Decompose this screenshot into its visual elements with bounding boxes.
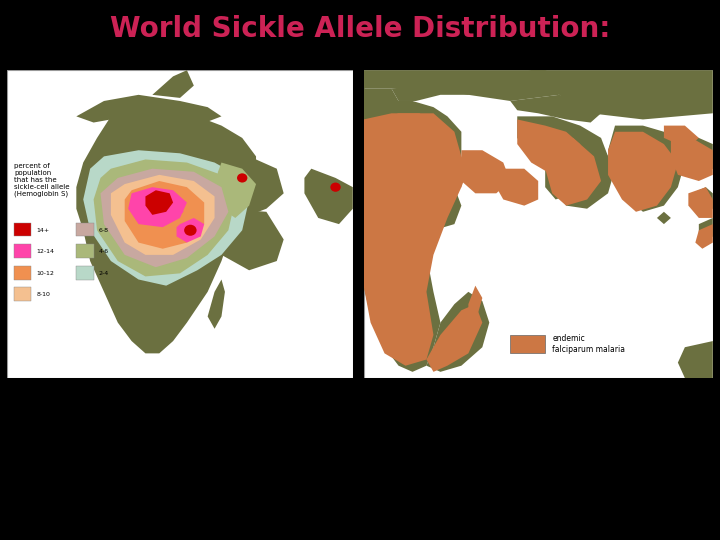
Text: •With migration the allele has spread around the world.: •With migration the allele has spread ar…: [11, 504, 535, 523]
Text: accounting for its high frequency in these regions.: accounting for its high frequency in the…: [11, 478, 483, 497]
Text: 4-6: 4-6: [99, 249, 109, 254]
Polygon shape: [153, 70, 194, 98]
Polygon shape: [496, 168, 539, 206]
Polygon shape: [510, 95, 601, 123]
Bar: [14, 244, 32, 258]
Polygon shape: [364, 101, 462, 372]
Polygon shape: [207, 157, 284, 218]
Text: 8-10: 8-10: [37, 292, 50, 298]
Polygon shape: [545, 126, 615, 209]
Polygon shape: [671, 132, 713, 181]
Circle shape: [330, 183, 341, 192]
Polygon shape: [608, 126, 685, 212]
Polygon shape: [364, 70, 713, 119]
Text: 6-8: 6-8: [99, 228, 109, 233]
Text: percent of
population
that has the
sickle-cell allele
(Hemoglobin S): percent of population that has the sickl…: [14, 163, 70, 197]
Polygon shape: [517, 117, 608, 175]
Bar: [14, 287, 32, 301]
Polygon shape: [469, 292, 479, 329]
Text: 12-14: 12-14: [37, 249, 55, 254]
Polygon shape: [469, 286, 482, 329]
Polygon shape: [699, 218, 713, 242]
Polygon shape: [426, 304, 482, 372]
Polygon shape: [426, 292, 490, 372]
Polygon shape: [678, 341, 713, 378]
Text: distribution of malaria.: distribution of malaria.: [11, 417, 256, 436]
Bar: [76, 244, 94, 258]
Text: •The sickle allele survives well in malaria regions: •The sickle allele survives well in mala…: [11, 449, 474, 468]
Bar: [14, 266, 32, 280]
Polygon shape: [678, 138, 713, 178]
Text: 14+: 14+: [37, 228, 50, 233]
Polygon shape: [111, 175, 215, 255]
Polygon shape: [101, 168, 228, 267]
Polygon shape: [176, 218, 204, 242]
Polygon shape: [696, 224, 713, 249]
Polygon shape: [517, 119, 587, 175]
Polygon shape: [94, 159, 235, 276]
Bar: [76, 266, 94, 280]
Text: 2-4: 2-4: [99, 271, 109, 276]
Polygon shape: [405, 187, 462, 230]
Polygon shape: [215, 209, 284, 271]
Bar: [14, 222, 32, 237]
Polygon shape: [545, 138, 601, 206]
Polygon shape: [84, 150, 249, 286]
Text: 10-12: 10-12: [37, 271, 55, 276]
Polygon shape: [125, 181, 204, 249]
Polygon shape: [76, 95, 222, 126]
Polygon shape: [664, 126, 699, 144]
Circle shape: [184, 225, 197, 236]
Polygon shape: [128, 187, 187, 227]
Polygon shape: [305, 168, 353, 224]
Text: Compare the frequency distribution of sickle allele with the: Compare the frequency distribution of si…: [11, 384, 643, 403]
Circle shape: [237, 173, 248, 183]
Polygon shape: [364, 89, 399, 110]
Polygon shape: [608, 132, 678, 212]
Polygon shape: [692, 187, 713, 212]
Polygon shape: [688, 187, 713, 218]
Polygon shape: [149, 193, 184, 221]
Polygon shape: [462, 150, 510, 193]
Bar: [76, 222, 94, 237]
Polygon shape: [364, 113, 462, 366]
Polygon shape: [215, 163, 256, 218]
Text: endemic
falciparum malaria: endemic falciparum malaria: [552, 334, 625, 354]
Polygon shape: [364, 113, 447, 157]
Text: World Sickle Allele Distribution:: World Sickle Allele Distribution:: [110, 15, 610, 43]
Polygon shape: [145, 190, 173, 215]
Text: Notice that the high frequency of sickle coincides with
malaria regions: Notice that the high frequency of sickle…: [11, 530, 520, 540]
Polygon shape: [76, 107, 256, 353]
Polygon shape: [441, 157, 469, 193]
Polygon shape: [207, 280, 225, 329]
Polygon shape: [482, 70, 559, 92]
Polygon shape: [657, 212, 671, 224]
Polygon shape: [392, 76, 482, 101]
Bar: [510, 335, 545, 353]
Polygon shape: [545, 168, 580, 199]
